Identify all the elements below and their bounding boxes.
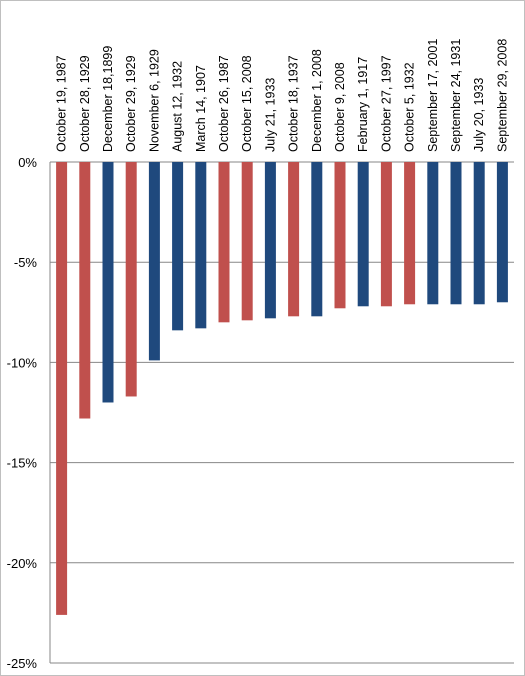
bar [195,162,207,329]
bar [172,162,184,331]
category-label: October 27, 1997 [379,55,393,152]
y-tick-label: -15% [7,456,38,471]
y-tick-label: -20% [7,556,38,571]
y-tick-label: -5% [14,255,38,270]
bar [311,162,323,317]
bar [334,162,346,309]
bar [148,162,160,361]
bar [56,162,68,615]
category-label: October 28, 1929 [78,55,92,152]
y-axis: 0% -5% -10% -15% -20% -25% [7,155,51,671]
bar [380,162,392,307]
category-label: October 15, 2008 [240,55,254,152]
category-label: July 20, 1933 [472,78,486,152]
bar [288,162,300,317]
bar [102,162,114,403]
gridlines [50,161,514,664]
y-tick-label: -10% [7,355,38,370]
bar [427,162,439,305]
bar [125,162,137,397]
category-label: February 1, 1917 [356,57,370,152]
category-label: December 1, 2008 [310,49,324,152]
y-tick-label: -25% [7,656,38,671]
bar [404,162,416,305]
category-label: July 21, 1933 [263,78,277,152]
category-label: October 9, 2008 [333,62,347,152]
category-label: September 29, 2008 [495,39,509,152]
bar [79,162,91,419]
category-label: September 17, 2001 [426,39,440,152]
bar [264,162,276,319]
bar [473,162,485,305]
bar [496,162,508,303]
category-label: August 12, 1932 [171,61,185,152]
category-label: October 19, 1987 [55,55,69,152]
bar [450,162,462,305]
bars [56,162,508,615]
category-label: October 29, 1929 [124,55,138,152]
category-labels: October 19, 1987 October 28, 1929 December… [55,39,510,152]
category-label: November 6, 1929 [147,49,161,152]
category-label: December 18,1899 [101,46,115,152]
category-label: September 24, 1931 [449,39,463,152]
category-label: October 18, 1937 [287,55,301,152]
bar [241,162,253,321]
y-tick-label: 0% [18,155,37,170]
category-label: October 26, 1987 [217,55,231,152]
category-label: October 5, 1932 [403,62,417,152]
bar [357,162,369,307]
category-label: March 14, 1907 [194,65,208,152]
bar [218,162,230,323]
